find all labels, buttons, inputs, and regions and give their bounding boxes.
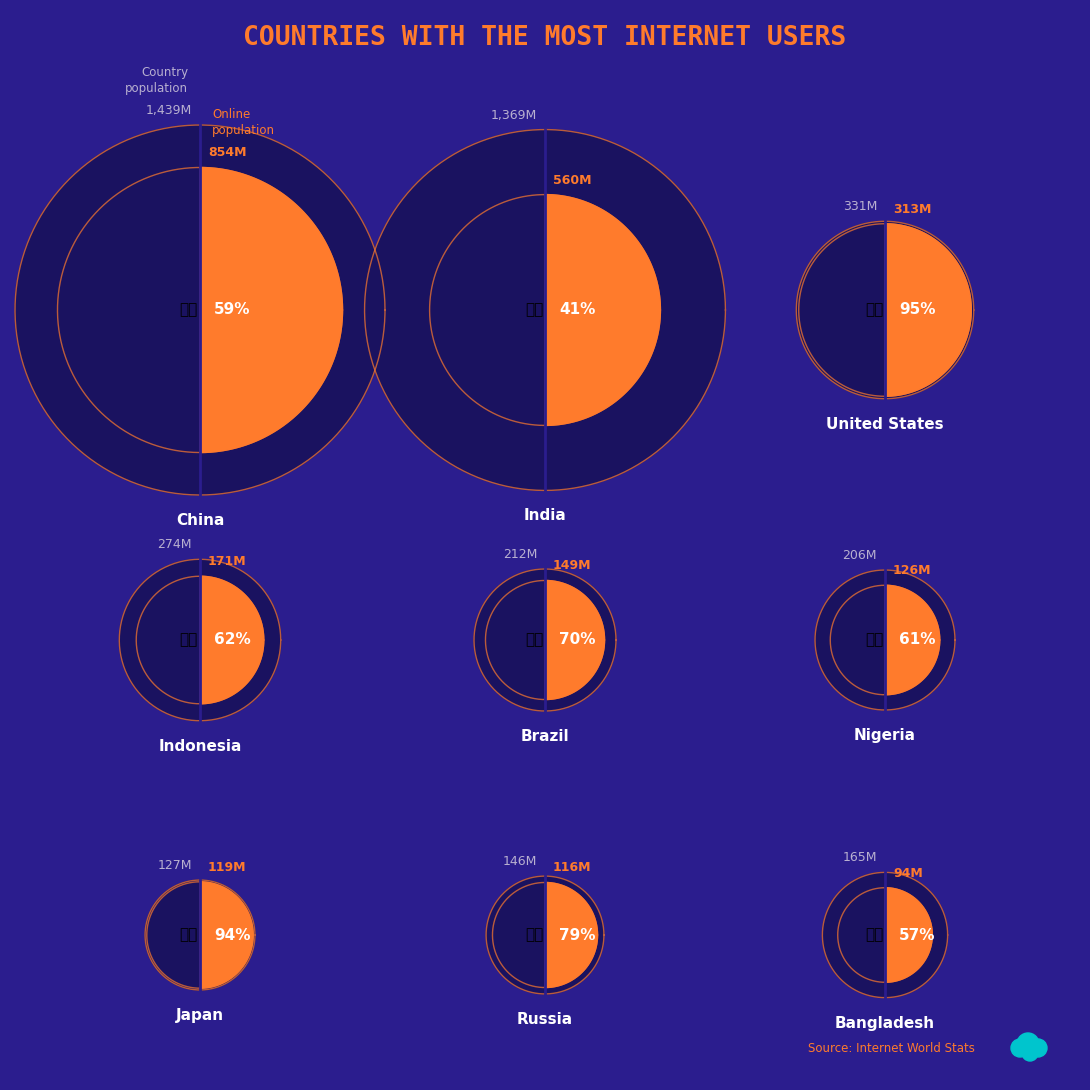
Text: COUNTRIES WITH THE MOST INTERNET USERS: COUNTRIES WITH THE MOST INTERNET USERS [243,25,847,51]
Text: 🇧🇩: 🇧🇩 [864,928,883,943]
Circle shape [1022,1045,1038,1061]
Polygon shape [545,195,661,425]
Text: 94M: 94M [893,867,923,880]
Text: 171M: 171M [208,555,246,568]
Text: 1,439M: 1,439M [146,104,192,117]
Polygon shape [199,125,385,495]
Polygon shape [885,585,940,694]
Polygon shape [15,125,199,495]
Text: China: China [175,513,225,528]
Text: 57%: 57% [899,928,935,943]
Text: 🇮🇩: 🇮🇩 [180,632,198,647]
Text: Online
population: Online population [211,109,275,137]
Polygon shape [145,880,199,990]
Text: 95%: 95% [899,303,935,317]
Polygon shape [885,872,947,997]
Polygon shape [199,168,342,452]
Polygon shape [199,577,264,704]
Text: 119M: 119M [208,861,246,874]
Text: 70%: 70% [559,632,595,647]
Polygon shape [815,570,885,710]
Text: India: India [523,508,567,523]
Text: Bangladesh: Bangladesh [835,1016,935,1031]
Polygon shape [545,581,605,700]
Text: Nigeria: Nigeria [853,728,916,743]
Polygon shape [486,876,545,994]
Polygon shape [797,221,885,399]
Polygon shape [199,559,281,720]
Polygon shape [545,130,726,490]
Text: 165M: 165M [843,851,877,864]
Text: 206M: 206M [843,549,877,562]
Text: Indonesia: Indonesia [158,739,242,753]
Text: Japan: Japan [175,1008,225,1022]
Text: 59%: 59% [214,303,251,317]
Text: 331M: 331M [843,201,877,214]
Polygon shape [545,569,616,711]
Circle shape [1029,1039,1047,1057]
Polygon shape [885,223,971,397]
Text: Russia: Russia [517,1012,573,1027]
Text: 🇨🇳: 🇨🇳 [180,303,198,317]
Polygon shape [119,559,199,720]
Text: 212M: 212M [502,548,537,561]
Text: 🇧🇷: 🇧🇷 [524,632,543,647]
Text: 149M: 149M [553,559,592,572]
Polygon shape [199,882,253,989]
Text: Source: Internet World Stats: Source: Internet World Stats [808,1042,974,1054]
Text: 854M: 854M [208,146,246,159]
Text: 313M: 313M [893,203,931,216]
Polygon shape [885,887,932,982]
Text: 62%: 62% [214,632,251,647]
Polygon shape [545,883,597,988]
Text: 61%: 61% [899,632,935,647]
Text: 🇮🇳: 🇮🇳 [524,303,543,317]
Text: 126M: 126M [893,565,932,578]
Text: 🇷🇺: 🇷🇺 [524,928,543,943]
Text: 560M: 560M [553,173,592,186]
Circle shape [1012,1039,1029,1057]
Polygon shape [364,130,545,490]
Text: 116M: 116M [553,861,592,874]
Polygon shape [822,872,885,997]
Text: United States: United States [826,416,944,432]
Text: 🇳🇬: 🇳🇬 [864,632,883,647]
Text: 127M: 127M [157,859,192,872]
Text: 79%: 79% [559,928,595,943]
Text: 94%: 94% [214,928,251,943]
Text: 41%: 41% [559,303,595,317]
Text: Country
population: Country population [125,66,187,95]
Polygon shape [199,880,255,990]
Circle shape [1017,1033,1039,1055]
Text: 274M: 274M [157,538,192,552]
Text: 🇯🇵: 🇯🇵 [180,928,198,943]
Polygon shape [885,221,973,399]
Text: 146M: 146M [502,855,537,868]
Polygon shape [474,569,545,711]
Polygon shape [545,876,604,994]
Text: 🇺🇸: 🇺🇸 [864,303,883,317]
Text: Brazil: Brazil [521,729,569,744]
Text: 1,369M: 1,369M [490,109,537,122]
Polygon shape [885,570,955,710]
